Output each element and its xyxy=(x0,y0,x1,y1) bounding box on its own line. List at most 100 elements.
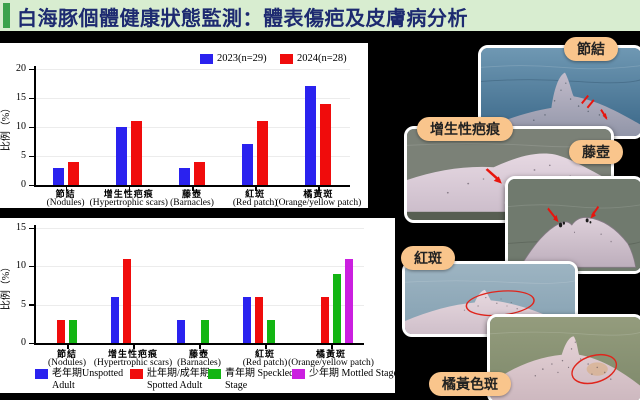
legend-swatch-1 xyxy=(130,369,143,379)
bar-Barnacles-0 xyxy=(179,167,190,185)
bar-Orangeyellowpatch-2 xyxy=(333,274,341,343)
category-label-en: (Hypertrophic scars) xyxy=(93,358,173,368)
barnacles-photo-illustration xyxy=(508,179,640,271)
y-tick-15 xyxy=(29,227,34,229)
water-ripple xyxy=(481,79,640,84)
y-axis-title: 比例（%） xyxy=(1,102,12,152)
category-label-zh: 藤壺 xyxy=(188,349,209,359)
dolphin-speckles xyxy=(446,164,572,194)
y-tick-10 xyxy=(29,126,34,128)
category-label-zh: 橘黃斑 xyxy=(315,349,346,359)
red-arrowhead xyxy=(602,113,608,121)
x-tick xyxy=(192,187,194,191)
red-arrowhead xyxy=(553,214,559,223)
red-arrowhead xyxy=(590,211,596,219)
gridline-20 xyxy=(34,69,350,70)
bar-Hypertrophicscars-1 xyxy=(123,258,131,343)
water-ripple xyxy=(481,65,640,70)
photo-barnacles xyxy=(505,176,640,274)
y-tick-label-5: 5 xyxy=(21,150,26,161)
category-label-zh: 藤壺 xyxy=(181,189,202,199)
bar-Redpatch-2 xyxy=(267,320,275,343)
y-tick-label-15: 15 xyxy=(16,222,26,233)
category-label-en: (Orange/yellow patch) xyxy=(288,358,374,368)
y-tick-label-5: 5 xyxy=(21,298,26,310)
category-label-zh: 增生性疤痕 xyxy=(107,349,158,359)
bar-Barnacles-0 xyxy=(177,320,185,343)
red-ellipse-annotation xyxy=(571,353,618,385)
category-label-zh: 紅斑 xyxy=(245,189,266,199)
bar-Redpatch-0 xyxy=(242,144,254,185)
y-tick-label-0: 0 xyxy=(21,179,26,190)
y-tick-20 xyxy=(29,68,34,70)
badge-barnacles: 藤壺 xyxy=(569,140,623,164)
bar-Nodules-2 xyxy=(69,320,77,343)
x-tick xyxy=(265,345,267,349)
bar-Orangeyellowpatch-3 xyxy=(345,258,353,343)
bar-Nodules-1 xyxy=(57,320,65,343)
bar-Hypertrophicscars-1 xyxy=(130,121,142,185)
title-accent-bar xyxy=(3,3,10,28)
category-label-en: (Nodules) xyxy=(48,358,86,368)
legend-label-3: 少年期 Mottled Stage xyxy=(309,368,398,379)
x-tick xyxy=(255,187,257,191)
badge-hypertrophic-scars: 增生性疤痕 xyxy=(417,117,513,141)
bar-Redpatch-0 xyxy=(243,297,251,343)
y-tick-5 xyxy=(29,304,34,306)
bar-Hypertrophicscars-0 xyxy=(111,297,119,343)
bar-Orangeyellowpatch-1 xyxy=(321,297,329,343)
dolphin-tail-fluke xyxy=(519,217,637,268)
x-tick xyxy=(65,187,68,191)
category-label-en: (Barnacles) xyxy=(170,198,214,208)
chart-panel-by-year: 0 5 10 15 20 比例（%） 節結 (Nodules) 增生性疤痕 (Hypertroph… xyxy=(0,43,368,208)
legend-label-1: 2024(n=28) xyxy=(297,53,347,64)
category-label-en: (Hypertrophic scars) xyxy=(89,198,168,208)
x-tick xyxy=(133,345,135,349)
x-tick xyxy=(128,187,131,191)
x-tick xyxy=(67,345,69,349)
orange-patch-spot xyxy=(586,362,608,376)
orange-yellow-patch-photo-illustration xyxy=(490,317,640,400)
barnacle-clusters xyxy=(558,218,592,228)
bar-Orangeyellowpatch-0 xyxy=(305,86,317,185)
bar-Barnacles-1 xyxy=(194,161,205,185)
water-ripple xyxy=(405,280,575,284)
water-ripple xyxy=(508,204,640,209)
x-tick xyxy=(199,345,201,349)
legend-swatch-0 xyxy=(200,54,213,64)
x-axis xyxy=(34,185,350,187)
x-tick xyxy=(331,345,333,349)
photo-orange-yellow-patch xyxy=(487,314,640,400)
bar-Redpatch-1 xyxy=(257,121,269,185)
bar-Nodules-0 xyxy=(52,167,64,185)
legend-label-1: 壯年期/成年期 Spotted Adult xyxy=(147,368,210,391)
y-axis xyxy=(34,66,36,186)
category-label-en: (Red patch) xyxy=(232,198,278,208)
y-tick-0 xyxy=(29,184,34,186)
y-tick-15 xyxy=(29,97,34,99)
y-tick-0 xyxy=(29,342,34,344)
dolphin-body xyxy=(481,72,640,136)
category-label-en: (Red patch) xyxy=(242,358,288,368)
y-tick-10 xyxy=(29,265,34,268)
bar-Hypertrophicscars-0 xyxy=(115,127,127,185)
gridline-15 xyxy=(34,228,364,229)
gridline-15 xyxy=(34,98,350,99)
legend-swatch-2 xyxy=(208,369,221,379)
dolphin-speckles xyxy=(534,341,612,380)
badge-red-patch: 紅斑 xyxy=(401,246,455,270)
category-label-zh: 橘黃斑 xyxy=(303,189,334,199)
x-tick xyxy=(318,187,320,191)
badge-orange-yellow-patch: 橘黃色斑 xyxy=(429,372,511,396)
legend-swatch-3 xyxy=(292,369,305,379)
category-label-en: (Orange/yellow patch) xyxy=(275,198,362,208)
gridline-5 xyxy=(34,156,350,157)
dolphin-body xyxy=(490,336,640,400)
dolphin-speckles xyxy=(533,82,601,121)
y-tick-label-20: 20 xyxy=(16,63,26,74)
red-arrowhead xyxy=(493,176,502,184)
y-tick-label-15: 15 xyxy=(16,92,26,103)
legend-swatch-1 xyxy=(280,54,293,64)
bar-Nodules-1 xyxy=(67,161,79,185)
